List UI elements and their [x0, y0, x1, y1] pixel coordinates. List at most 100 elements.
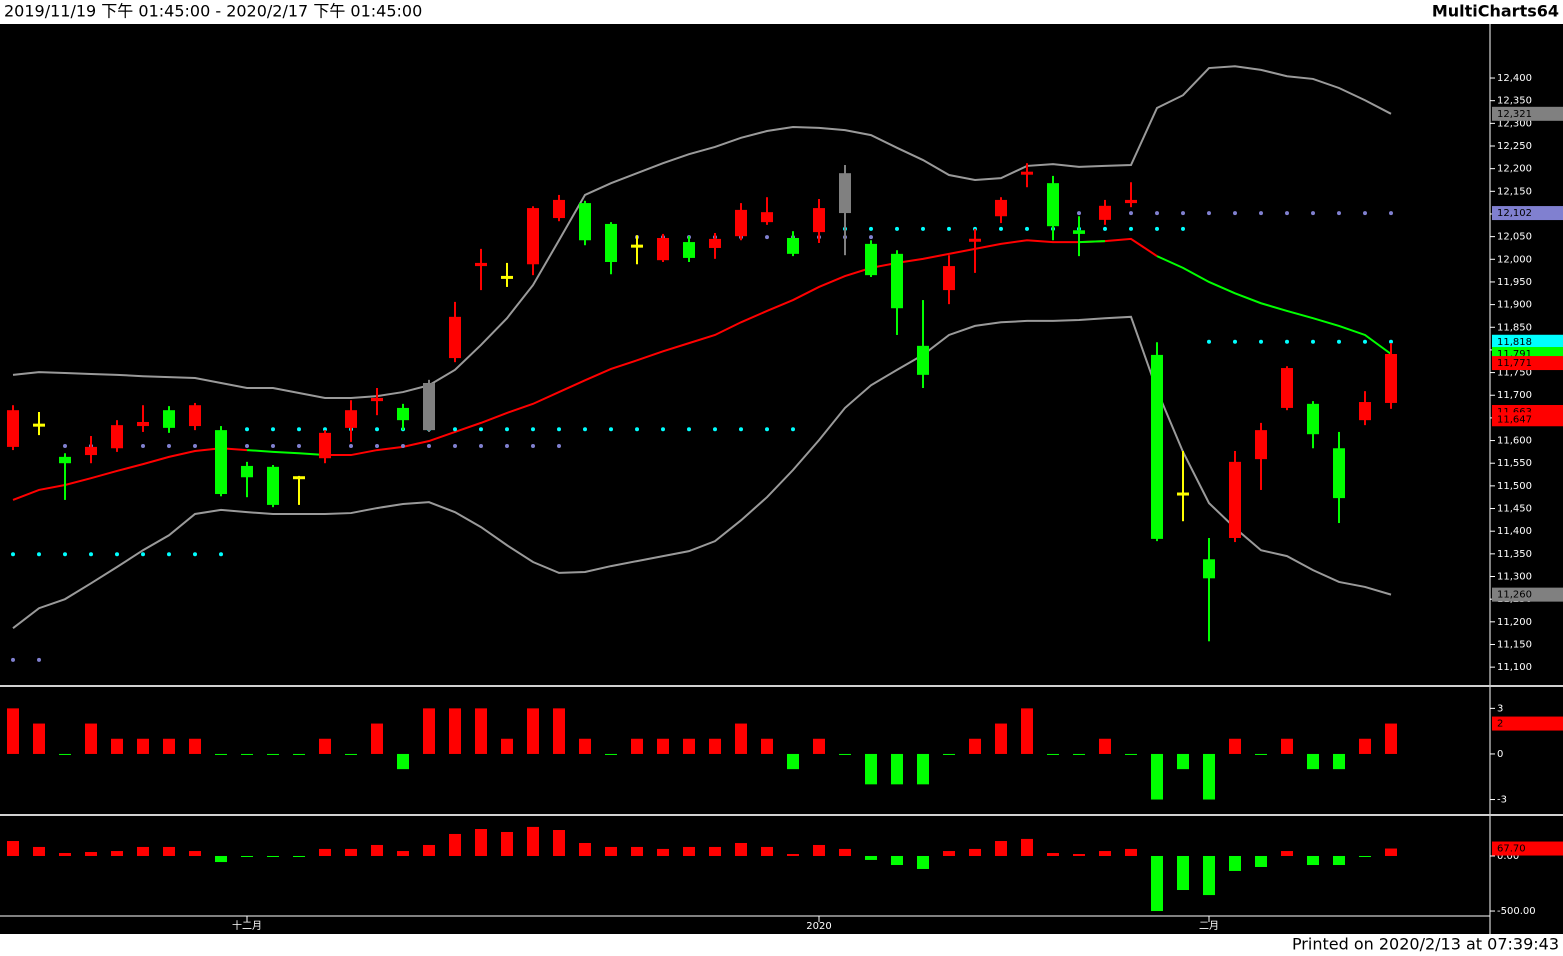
- histogram-bar: [995, 723, 1007, 754]
- histogram-bar: [891, 753, 903, 785]
- price-marker-label: 12,321: [1497, 109, 1532, 120]
- candle-body: [345, 410, 357, 428]
- x-tick-label: 十二月: [232, 919, 262, 932]
- stop-dot: [115, 552, 119, 557]
- y-tick-label: 3: [1497, 703, 1503, 714]
- stop-dot: [1207, 211, 1211, 216]
- stop-dot: [505, 443, 509, 448]
- header-bar: [0, 0, 1563, 24]
- x-tick-label: 二月: [1199, 920, 1219, 932]
- stop-dot: [141, 443, 145, 448]
- histogram-bar: [501, 831, 513, 856]
- stop-dot: [531, 427, 535, 432]
- candle-body: [319, 432, 331, 459]
- histogram-bar: [631, 846, 643, 856]
- stop-dot: [1207, 339, 1211, 344]
- indicator-line: [12, 65, 1392, 399]
- indicator-line: [12, 237, 1158, 501]
- y-tick-label: 11,950: [1497, 277, 1532, 288]
- price-marker-label: 11,647: [1497, 414, 1532, 425]
- stop-dot: [921, 226, 925, 231]
- stop-dot: [869, 226, 873, 231]
- histogram-bar: [1307, 855, 1319, 866]
- y-tick-label: 11,100: [1497, 662, 1532, 673]
- histogram-bar: [943, 851, 955, 856]
- stop-dot: [453, 443, 457, 448]
- candle-body: [501, 275, 513, 279]
- y-tick-label: 0.00: [1497, 851, 1519, 862]
- stop-dot: [1363, 339, 1367, 344]
- histogram-bar: [371, 723, 383, 754]
- histogram-bar: [241, 753, 253, 755]
- histogram-bar: [1385, 848, 1397, 856]
- histogram-bar: [1021, 708, 1033, 754]
- histogram-bar: [1307, 753, 1319, 770]
- candle-body: [163, 410, 175, 428]
- candle-body: [1151, 354, 1163, 539]
- candle-body: [683, 242, 695, 258]
- stop-dot: [1285, 339, 1289, 344]
- histogram-bar: [865, 855, 877, 860]
- histogram-bar: [761, 738, 773, 754]
- histogram-bar: [85, 723, 97, 754]
- stop-dot: [167, 443, 171, 448]
- y-tick-label: 11,150: [1497, 639, 1532, 650]
- stop-dot: [1129, 211, 1133, 216]
- histogram-bar: [267, 753, 279, 755]
- y-tick-label: 11,600: [1497, 436, 1532, 447]
- stop-dot: [141, 552, 145, 557]
- stop-dot: [11, 657, 15, 662]
- histogram-bar: [943, 753, 955, 755]
- price-marker: [1492, 334, 1563, 349]
- candle-body: [397, 407, 409, 421]
- chart-background: [0, 24, 1563, 934]
- y-tick-label: 12,200: [1497, 164, 1532, 175]
- histogram-bar: [189, 738, 201, 754]
- histogram-bar: [7, 841, 19, 856]
- histogram-bar: [1073, 753, 1085, 755]
- stop-dot: [687, 427, 691, 432]
- stop-dot: [999, 226, 1003, 231]
- histogram-bar: [1125, 848, 1137, 856]
- stop-dot: [1155, 211, 1159, 216]
- histogram-bar: [59, 853, 71, 856]
- y-tick-label: 12,150: [1497, 186, 1532, 197]
- candle-body: [657, 237, 669, 261]
- print-info: Printed on 2020/2/13 at 07:39:43: [1292, 935, 1559, 954]
- candle-body: [1333, 448, 1345, 499]
- stop-dot: [1155, 226, 1159, 231]
- stop-dot: [271, 427, 275, 432]
- histogram-bar: [319, 738, 331, 754]
- histogram-bar: [423, 708, 435, 754]
- stop-dot: [1337, 211, 1341, 216]
- stop-dot: [1259, 211, 1263, 216]
- histogram-bar: [865, 753, 877, 785]
- stop-dot: [1103, 226, 1107, 231]
- candle-body: [943, 266, 955, 291]
- histogram-bar: [1125, 753, 1137, 755]
- histogram-bar: [1359, 855, 1371, 857]
- histogram-bar: [1229, 855, 1241, 871]
- histogram-bar: [1229, 738, 1241, 754]
- stop-dot: [635, 427, 639, 432]
- histogram-bar: [735, 723, 747, 754]
- histogram-bar: [839, 753, 851, 755]
- histogram-bar: [475, 708, 487, 754]
- histogram-bar: [111, 851, 123, 856]
- stop-dot: [37, 552, 41, 557]
- histogram-bar: [1255, 753, 1267, 755]
- y-tick-label: 11,500: [1497, 481, 1532, 492]
- candle-body: [293, 476, 305, 480]
- stop-dot: [453, 427, 457, 432]
- histogram-bar: [1281, 738, 1293, 754]
- price-marker: [1492, 106, 1563, 121]
- histogram-bar: [111, 738, 123, 754]
- candle-body: [137, 421, 149, 427]
- stop-dot: [895, 226, 899, 231]
- candle-body: [605, 223, 617, 263]
- histogram-bar: [345, 753, 357, 755]
- stop-dot: [1129, 226, 1133, 231]
- histogram-bar: [1177, 753, 1189, 770]
- price-marker: [1492, 587, 1563, 602]
